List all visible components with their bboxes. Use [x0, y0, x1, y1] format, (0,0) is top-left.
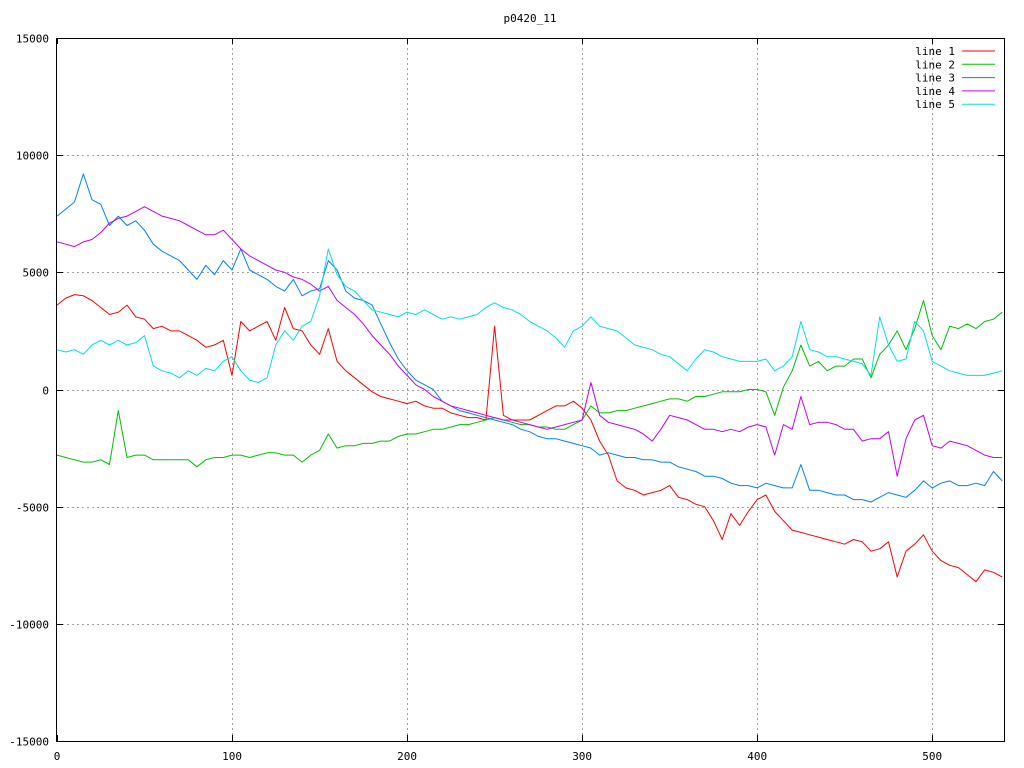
x-tick-label: 0	[54, 750, 61, 763]
plot-border	[56, 38, 1005, 742]
legend-label: line 3	[915, 72, 955, 85]
legend-entry-2: line 2	[915, 58, 995, 71]
legend-label: line 1	[915, 45, 955, 58]
x-tick-label: 400	[747, 750, 767, 763]
x-tick-label: 100	[222, 750, 242, 763]
x-tick-label: 200	[397, 750, 417, 763]
y-tick-label: 10000	[16, 150, 49, 163]
legend-entry-1: line 1	[915, 45, 995, 58]
y-tick-label: -15000	[9, 736, 49, 749]
grid-lines	[57, 38, 1004, 741]
y-tick-label: -10000	[9, 619, 49, 632]
legend-entry-3: line 3	[915, 72, 995, 85]
tick-marks	[57, 38, 1004, 742]
y-tick-label: 15000	[16, 33, 49, 46]
x-tick-label: 300	[572, 750, 592, 763]
series-line-1	[56, 294, 1003, 583]
series-line-5	[56, 248, 1003, 383]
legend-label: line 2	[915, 58, 955, 71]
legend-label: line 5	[915, 98, 955, 111]
y-axis-tick-labels: 15000 10000 5000 0 -5000 -10000 -15000	[9, 33, 49, 749]
series-lines	[56, 173, 1003, 583]
legend-entry-5: line 5	[915, 98, 995, 111]
y-tick-label: 5000	[23, 267, 50, 280]
legend-label: line 4	[915, 85, 955, 98]
x-axis-tick-labels: 0 100 200 300 400 500	[54, 750, 942, 763]
chart-title: p0420_11	[504, 12, 557, 25]
y-tick-label: -5000	[16, 502, 49, 515]
series-line-4	[56, 206, 1003, 477]
series-line-3	[56, 173, 1003, 503]
x-tick-label: 500	[922, 750, 942, 763]
y-tick-label: 0	[42, 385, 49, 398]
legend-entry-4: line 4	[915, 85, 995, 98]
series-line-2	[56, 300, 1003, 468]
